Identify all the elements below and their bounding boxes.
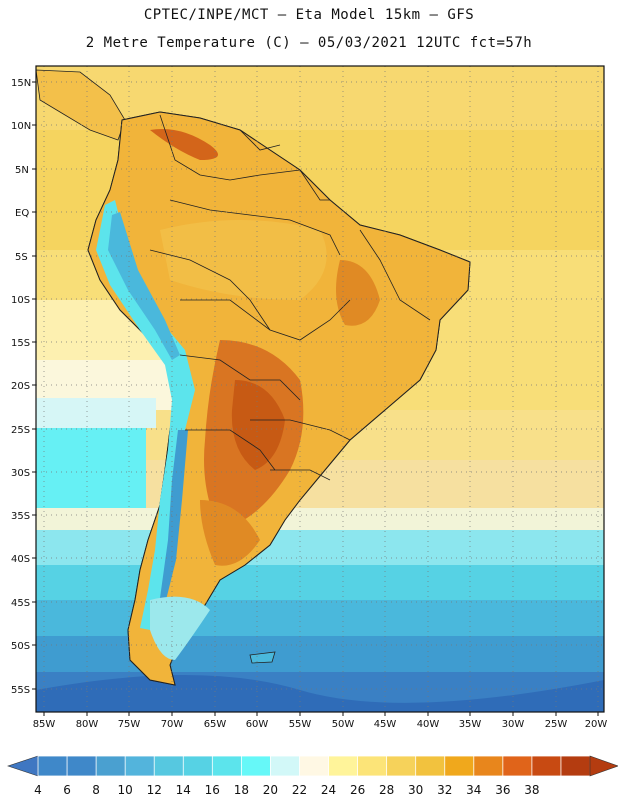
lon-label: 45W — [374, 719, 397, 730]
colorbar-label: 30 — [408, 783, 423, 797]
lat-label: 15S — [11, 338, 30, 349]
ocean-band — [36, 398, 156, 428]
colorbar-swatch — [328, 755, 359, 777]
andes-cold-core-south — [160, 430, 188, 600]
hot-core-chaco — [231, 380, 285, 470]
colorbar-label: 28 — [379, 783, 394, 797]
ocean-band — [36, 428, 146, 518]
lat-label: 45S — [11, 598, 30, 609]
colorbar-label: 14 — [176, 783, 191, 797]
lon-label: 70W — [161, 719, 184, 730]
colorbar-label: 32 — [437, 783, 452, 797]
chart-title: CPTEC/INPE/MCT – Eta Model 15km – GFS — [143, 7, 475, 23]
colorbar-swatch — [531, 755, 562, 777]
lon-label: 60W — [246, 719, 269, 730]
colorbar-label: 38 — [524, 783, 539, 797]
colorbar-label: 20 — [263, 783, 278, 797]
andes-cold-core — [108, 212, 180, 360]
colorbar-swatch — [66, 755, 97, 777]
colorbar-label: 12 — [147, 783, 162, 797]
colorbar-label: 26 — [350, 783, 365, 797]
colorbar-swatch — [299, 755, 330, 777]
colorbar-label: 18 — [234, 783, 249, 797]
colorbar-label: 10 — [118, 783, 133, 797]
lon-label: 40W — [417, 719, 440, 730]
amazon-region — [160, 220, 327, 300]
colorbar-low-arrow — [7, 755, 39, 777]
lon-label: 75W — [118, 719, 141, 730]
ocean-band — [36, 530, 604, 568]
country-borders — [149, 114, 431, 481]
lat-label: 55S — [11, 685, 30, 696]
lat-label: 25S — [11, 425, 30, 436]
falkland-islands — [249, 651, 276, 664]
lat-label: EQ — [15, 208, 29, 219]
colorbar-swatch — [211, 755, 243, 777]
colorbar-swatch — [560, 755, 591, 777]
colorbar-swatch — [357, 755, 388, 777]
lat-label: 10N — [11, 121, 31, 132]
colorbar-label: 22 — [292, 783, 307, 797]
colorbar-label: 4 — [34, 783, 42, 797]
lat-label: 20S — [11, 381, 30, 392]
lat-label: 35S — [11, 511, 30, 522]
colorbar: 4 6 8 10 12 14 16 18 20 22 24 26 28 30 32 34 36 38 — [7, 755, 618, 797]
lat-label: 5S — [15, 252, 28, 263]
lon-label: 65W — [204, 719, 227, 730]
central-america — [36, 69, 126, 141]
lon-label: 50W — [332, 719, 355, 730]
colorbar-swatch — [270, 755, 301, 777]
colorbar-swatch — [473, 755, 504, 777]
chart-subtitle: 2 Metre Temperature (C) – 05/03/2021 12U… — [85, 35, 533, 51]
colorbar-label: 24 — [321, 783, 336, 797]
colorbar-swatch — [444, 755, 475, 777]
lon-label: 30W — [502, 719, 525, 730]
lat-label: 5N — [15, 165, 29, 176]
colorbar-label: 36 — [495, 783, 510, 797]
ocean-band — [36, 600, 604, 640]
longitude-labels: 85W 80W 75W 70W 65W 60W 55W 50W 45W 40W … — [33, 719, 608, 730]
map-frame — [35, 65, 605, 713]
ocean-band — [36, 636, 604, 676]
axis-ticks — [32, 81, 599, 716]
colorbar-swatch — [37, 755, 68, 777]
colorbar-swatch — [386, 755, 417, 777]
temperature-field — [36, 66, 604, 712]
colorbar-swatch — [182, 755, 214, 777]
colorbar-swatch — [95, 755, 126, 777]
lat-label: 50S — [11, 641, 30, 652]
colorbar-label: 8 — [92, 783, 100, 797]
patagonia-cool — [150, 596, 210, 660]
ocean-band — [36, 565, 604, 605]
lat-label: 40S — [11, 554, 30, 565]
lon-label: 35W — [459, 719, 482, 730]
ocean-band — [36, 675, 604, 712]
colorbar-swatch — [240, 755, 272, 777]
colorbar-swatch — [415, 755, 446, 777]
colorbar-swatch — [502, 755, 533, 777]
colorbar-label: 6 — [63, 783, 71, 797]
colorbar-swatch — [124, 755, 155, 777]
lat-label: 15N — [11, 78, 31, 89]
latitude-labels: 15N 10N 5N EQ 5S 10S 15S 20S 25S 30S 35S… — [11, 78, 31, 696]
lat-label: 30S — [11, 468, 30, 479]
lat-label: 10S — [11, 295, 30, 306]
colorbar-label: 16 — [205, 783, 220, 797]
colorbar-swatch — [153, 755, 184, 777]
lon-label: 25W — [545, 719, 568, 730]
colorbar-label: 34 — [466, 783, 481, 797]
hot-region-ne-brazil — [336, 260, 380, 326]
lon-label: 80W — [76, 719, 99, 730]
colorbar-high-arrow — [589, 755, 618, 777]
lon-label: 85W — [33, 719, 56, 730]
lon-label: 20W — [585, 719, 608, 730]
lon-label: 55W — [289, 719, 312, 730]
